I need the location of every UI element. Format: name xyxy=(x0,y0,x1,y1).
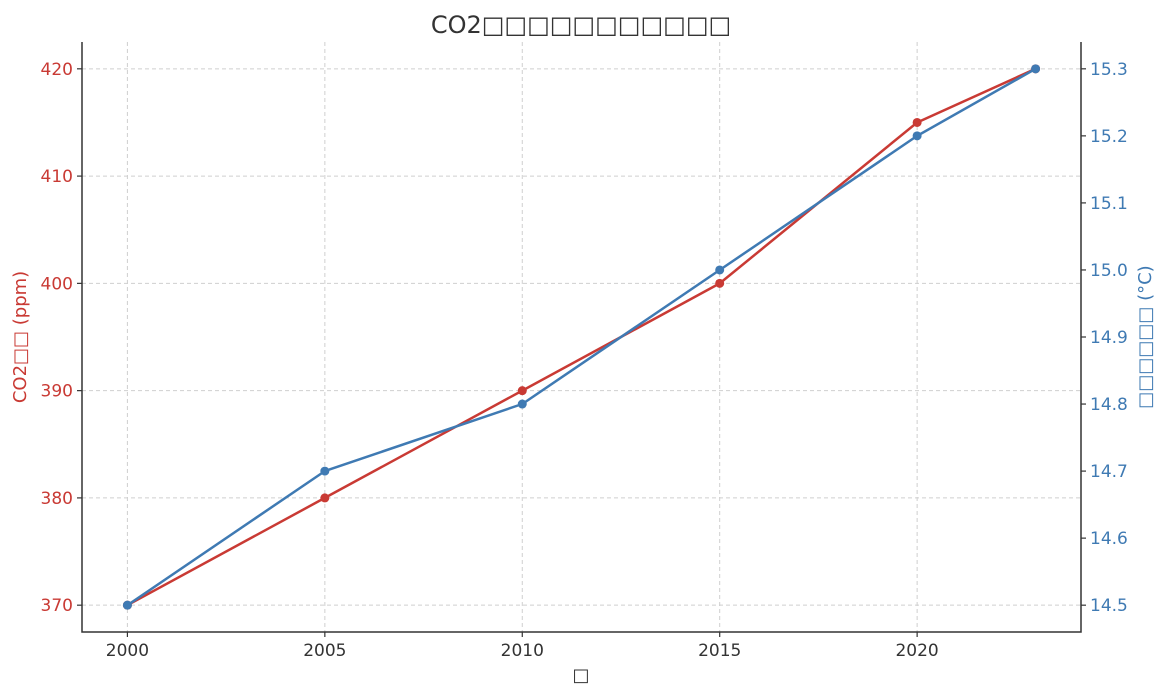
series-line xyxy=(126,67,1037,607)
left-y-axis-label: CO2□□ (ppm) xyxy=(10,271,31,403)
data-point xyxy=(1031,64,1041,74)
data-point xyxy=(320,493,330,503)
left-tick-label: 400 xyxy=(41,274,73,294)
grid-lines xyxy=(82,42,1081,632)
data-point xyxy=(715,278,725,288)
right-tick-label: 15.1 xyxy=(1090,194,1128,214)
right-tick-label: 14.8 xyxy=(1090,395,1128,415)
data-point xyxy=(517,399,527,409)
data-point xyxy=(517,386,527,396)
x-tick-label: 2020 xyxy=(895,641,938,661)
left-tick-label: 420 xyxy=(41,60,73,80)
right-axis-ticks: 14.5 14.6 14.7 14.8 14.9 15.0 15.1 15.2 15.3 xyxy=(1081,60,1128,616)
right-y-axis-label: □□□□□□ (°C) xyxy=(1135,265,1156,408)
left-tick-label: 410 xyxy=(41,167,73,187)
right-tick-label: 14.6 xyxy=(1090,529,1128,549)
x-axis-ticks: 2000 2005 2010 2015 2020 xyxy=(106,632,939,661)
data-point xyxy=(715,265,725,275)
data-point xyxy=(122,600,132,610)
right-tick-label: 15.2 xyxy=(1090,127,1128,147)
x-tick-label: 2000 xyxy=(106,641,149,661)
left-tick-label: 390 xyxy=(41,382,73,402)
x-tick-label: 2005 xyxy=(303,641,346,661)
x-tick-label: 2010 xyxy=(501,641,544,661)
x-axis-label: □ xyxy=(572,665,589,686)
right-tick-label: 15.0 xyxy=(1090,261,1128,281)
right-tick-label: 14.7 xyxy=(1090,462,1128,482)
data-point xyxy=(912,117,922,127)
right-tick-label: 15.3 xyxy=(1090,60,1128,80)
series-layer xyxy=(122,64,1041,610)
right-tick-label: 14.5 xyxy=(1090,596,1128,616)
left-tick-label: 370 xyxy=(41,596,73,616)
left-tick-label: 380 xyxy=(41,489,73,509)
data-point xyxy=(320,466,330,476)
axis-spines xyxy=(81,42,1082,633)
right-tick-label: 14.9 xyxy=(1090,328,1128,348)
data-point xyxy=(912,131,922,141)
series-right xyxy=(122,64,1041,610)
left-axis-ticks: 370 380 390 400 410 420 xyxy=(41,60,82,616)
chart-title: CO2□□□□□□□□□□□ xyxy=(431,11,731,39)
x-tick-label: 2015 xyxy=(698,641,741,661)
axes xyxy=(81,42,1082,633)
